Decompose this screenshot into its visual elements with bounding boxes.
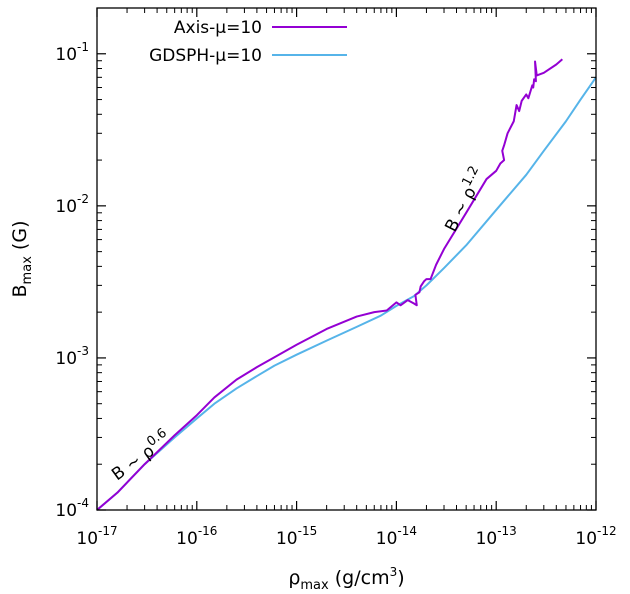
annotation-0: B ~ ρ0.6	[106, 426, 175, 486]
x-axis-title-unit-close: )	[397, 567, 404, 589]
plot-frame	[96, 7, 597, 511]
x-axis-title-unit-sup: 3	[390, 565, 398, 579]
y-tick-exp: -2	[77, 192, 89, 206]
legend-label-0: Axis-μ=10	[174, 18, 262, 38]
y-tick-label: 10-2	[55, 192, 89, 217]
series-layer	[96, 58, 597, 511]
x-tick-base: 10	[476, 529, 498, 549]
x-tick-base: 10	[176, 529, 198, 549]
x-axis-title: ρmax (g/cm3)	[288, 565, 404, 593]
y-tick-exp: -3	[77, 344, 89, 358]
x-tick-label: 10-16	[176, 524, 217, 549]
legend-label-1: GDSPH-μ=10	[149, 46, 262, 66]
x-axis-title-base: ρ	[288, 567, 300, 589]
y-axis-title-sub: max	[20, 256, 35, 285]
x-tick-exp: -15	[298, 524, 318, 538]
series-line-1	[96, 76, 597, 511]
x-tick-exp: -13	[497, 524, 517, 538]
x-tick-exp: -14	[397, 524, 417, 538]
y-tick-base: 10	[55, 501, 77, 521]
y-tick-label: 10-1	[55, 40, 89, 65]
y-tick-exp: -4	[77, 496, 89, 510]
annotation-1: B ~ ρ1.2	[438, 164, 490, 236]
x-tick-label: 10-12	[575, 524, 616, 549]
y-tick-exp: -1	[77, 40, 89, 54]
y-axis-title-base: B	[9, 284, 31, 297]
x-tick-label: 10-13	[476, 524, 517, 549]
y-axis-title: Bmax (G)	[9, 221, 35, 298]
y-tick-base: 10	[55, 45, 77, 65]
x-tick-base: 10	[376, 529, 398, 549]
x-tick-exp: -12	[597, 524, 617, 538]
x-tick-label: 10-14	[376, 524, 417, 549]
x-axis-title-unit: (g/cm	[329, 567, 390, 589]
x-tick-exp: -17	[98, 524, 118, 538]
x-tick-base: 10	[575, 529, 597, 549]
ticks-layer: 10-17 10-16 10-15 10-14 10-13 10-1210-410-310…	[55, 7, 617, 549]
y-tick-label: 10-4	[55, 496, 89, 521]
x-tick-exp: -16	[198, 524, 218, 538]
y-tick-label: 10-3	[55, 344, 89, 369]
y-tick-base: 10	[55, 349, 77, 369]
x-tick-label: 10-15	[276, 524, 317, 549]
series-line-0	[96, 58, 563, 511]
legend: Axis-μ=10 GDSPH-μ=10	[149, 18, 347, 66]
y-axis-title-unit: (G)	[9, 221, 31, 257]
y-tick-base: 10	[55, 197, 77, 217]
x-tick-base: 10	[276, 529, 298, 549]
x-tick-label: 10-17	[76, 524, 117, 549]
x-axis-title-sub: max	[300, 578, 329, 593]
annotation-base: B ~ ρ	[441, 184, 480, 235]
x-tick-base: 10	[76, 529, 98, 549]
annotation-layer: B ~ ρ0.6 B ~ ρ1.2	[106, 164, 490, 486]
